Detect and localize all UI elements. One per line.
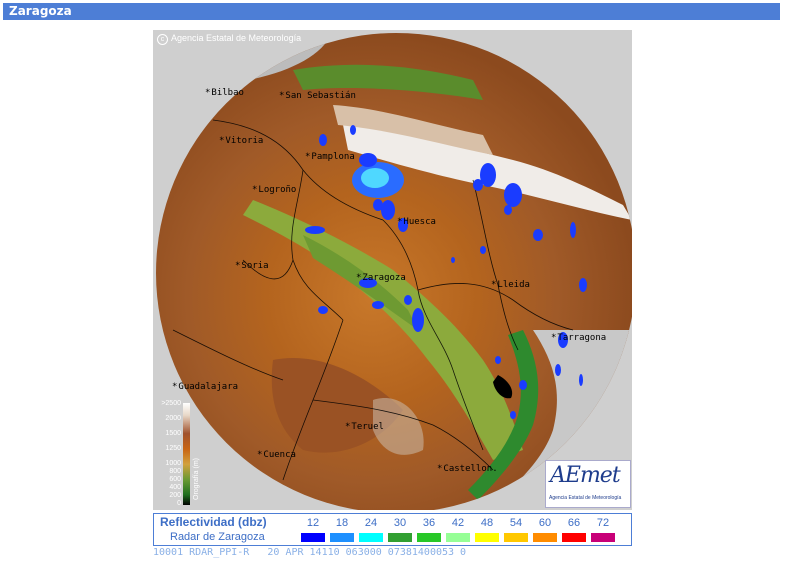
orography-tick: 1250 — [165, 445, 181, 452]
orography-tick: 2000 — [165, 415, 181, 422]
copyright-text: Agencia Estatal de Meteorología — [171, 33, 302, 43]
orography-tick: 0 — [177, 500, 181, 507]
aemet-logo: AEmet Agencia Estatal de Meteorología — [545, 460, 631, 508]
reflectivity-scale-label: 54 — [509, 517, 523, 529]
reflectivity-scale-label: 12 — [306, 517, 320, 529]
reflectivity-scale-swatch — [446, 533, 470, 542]
orography-tick: 400 — [169, 484, 181, 491]
reflectivity-scale-label: 24 — [364, 517, 378, 529]
aemet-logo-text: AEmet — [550, 463, 621, 488]
reflectivity-legend: Reflectividad (dbz) Radar de Zaragoza 12… — [153, 513, 632, 546]
reflectivity-scale-swatch — [388, 533, 412, 542]
orography-tick: 800 — [169, 468, 181, 475]
city-label-teruel: Teruel — [345, 422, 384, 432]
orography-color-bar — [183, 403, 190, 505]
city-label-guadalajara: Guadalajara — [172, 382, 238, 392]
orography-title: Orografía (m) — [193, 457, 200, 500]
reflectivity-scale-label: 60 — [538, 517, 552, 529]
radar-name: Radar de Zaragoza — [170, 531, 265, 543]
aemet-logo-subtitle: Agencia Estatal de Meteorología — [549, 495, 622, 501]
reflectivity-scale-swatch — [562, 533, 586, 542]
region-title: Zaragoza — [9, 4, 72, 18]
reflectivity-scale-label: 36 — [422, 517, 436, 529]
reflectivity-scale-swatch — [330, 533, 354, 542]
orography-tick: 1500 — [165, 430, 181, 437]
reflectivity-scale-swatch — [504, 533, 528, 542]
city-label-tarragona: Tarragona — [551, 333, 606, 343]
city-label-san-sebastian: San Sebastián — [279, 91, 355, 101]
radar-map-graphic — [153, 30, 632, 510]
reflectivity-scale-label: 72 — [596, 517, 610, 529]
reflectivity-scale-label: 42 — [451, 517, 465, 529]
reflectivity-scale-label: 30 — [393, 517, 407, 529]
region-title-bar: Zaragoza — [3, 3, 780, 20]
reflectivity-scale-swatch — [475, 533, 499, 542]
orography-tick: >2500 — [161, 400, 181, 407]
orography-tick: 600 — [169, 476, 181, 483]
city-label-pamplona: Pamplona — [305, 152, 354, 162]
city-label-logrono: Logroño — [252, 185, 296, 195]
city-label-bilbao: Bilbao — [205, 88, 244, 98]
reflectivity-scale-label: 66 — [567, 517, 581, 529]
city-label-lleida: Lleida — [491, 280, 530, 290]
reflectivity-scale-label: 18 — [335, 517, 349, 529]
orography-tick: 1000 — [165, 460, 181, 467]
copyright-icon: c — [157, 34, 168, 45]
orography-legend: >2500 2000 1500 1250 1000 800 600 400 20… — [155, 400, 215, 508]
city-label-zaragoza: Zaragoza — [356, 273, 405, 283]
reflectivity-scale-swatch — [591, 533, 615, 542]
reflectivity-scale-swatch — [301, 533, 325, 542]
city-label-soria: Soria — [235, 261, 268, 271]
reflectivity-title: Reflectividad (dbz) — [160, 515, 267, 529]
reflectivity-scale-label: 48 — [480, 517, 494, 529]
orography-tick: 200 — [169, 492, 181, 499]
city-label-vitoria: Vitoria — [219, 136, 263, 146]
reflectivity-scale-swatch — [359, 533, 383, 542]
city-label-cuenca: Cuenca — [257, 450, 296, 460]
city-label-huesca: Huesca — [397, 217, 436, 227]
reflectivity-scale-swatch — [417, 533, 441, 542]
reflectivity-scale-swatch — [533, 533, 557, 542]
copyright-notice: c Agencia Estatal de Meteorología — [157, 33, 301, 45]
radar-status-line: 10001 RDAR_PPI-R 20 APR 14110 063000 073… — [153, 546, 632, 559]
city-label-castellon: Castellon. — [437, 464, 497, 474]
